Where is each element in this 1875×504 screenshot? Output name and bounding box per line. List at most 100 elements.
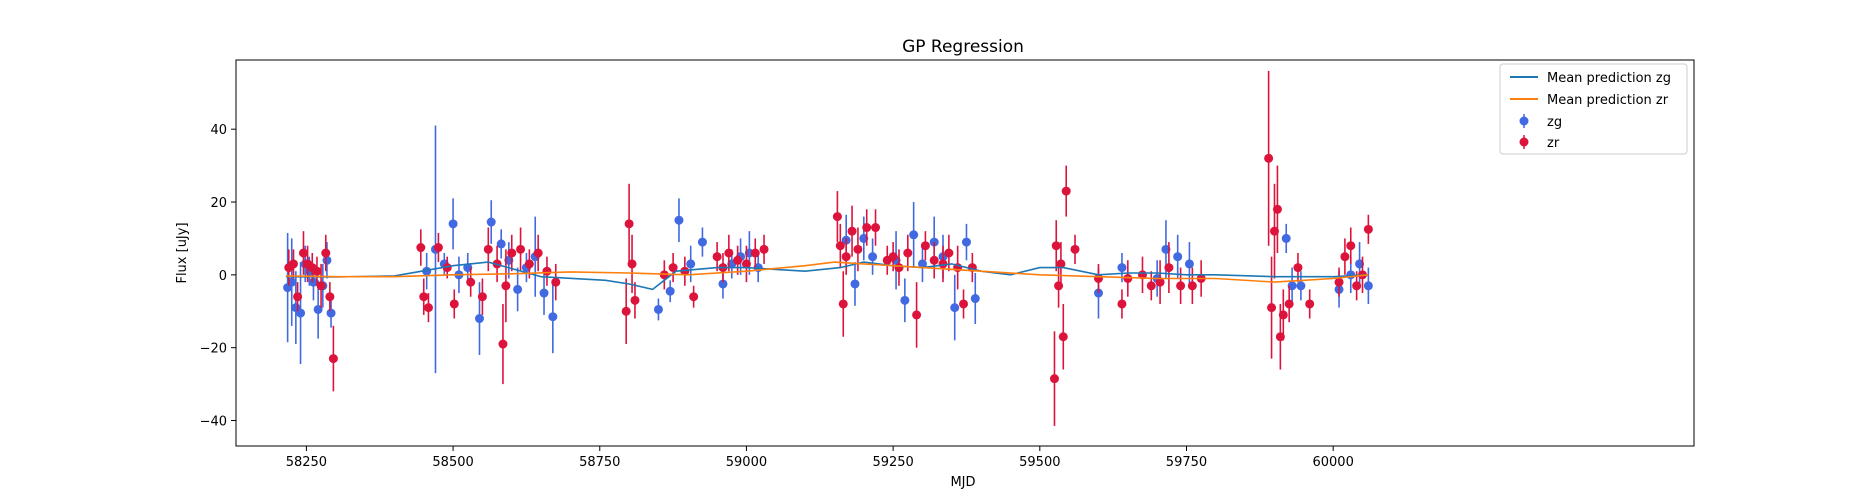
zr-data-point: [312, 266, 322, 276]
mean-prediction-zr-line: [285, 261, 1369, 283]
zr-data-point: [838, 299, 848, 309]
zg-data-point: [1281, 233, 1291, 243]
zr-data-point: [507, 248, 517, 258]
zg-data-point: [970, 294, 980, 304]
x-tick-label: 58500: [432, 455, 473, 470]
zr-data-point: [1054, 281, 1064, 291]
zr-data-point: [483, 244, 493, 254]
zr-data-point: [903, 248, 913, 258]
zg-data-point: [422, 266, 432, 276]
zg-data-point: [950, 303, 960, 313]
x-tick-label: 58250: [286, 455, 327, 470]
zr-data-point: [912, 310, 922, 320]
zr-data-point: [1352, 281, 1362, 291]
zr-data-point: [524, 259, 534, 269]
x-tick-label: 58750: [579, 455, 620, 470]
zr-data-point: [835, 241, 845, 251]
zr-data-point: [1305, 299, 1315, 309]
zg-data-point: [1117, 263, 1127, 273]
legend-label-mean-zg: Mean prediction zg: [1547, 71, 1671, 86]
x-tick-label: 59500: [1019, 455, 1060, 470]
zr-data-point: [325, 292, 335, 302]
y-tick-label: −20: [200, 342, 227, 357]
zr-data-point: [442, 263, 452, 273]
y-tick-label: −40: [200, 415, 227, 430]
zr-data-point: [1051, 241, 1061, 251]
zg-data-point: [665, 286, 675, 296]
zr-data-point: [1123, 273, 1133, 283]
zr-data-point: [871, 223, 881, 233]
zg-data-point: [961, 237, 971, 247]
zg-data-point: [1363, 281, 1373, 291]
zr-data-point: [1049, 374, 1059, 384]
zr-data-point: [929, 255, 939, 265]
zr-data-point: [841, 252, 851, 262]
zr-data-point: [862, 223, 872, 233]
x-tick-label: 59000: [726, 455, 767, 470]
zr-data-point: [533, 248, 543, 258]
zr-data-point: [894, 263, 904, 273]
zg-data-point: [718, 279, 728, 289]
legend-marker-zr: [1519, 137, 1529, 147]
zg-data-point: [486, 217, 496, 227]
zr-data-point: [712, 252, 722, 262]
zr-data-point: [1058, 332, 1068, 342]
zg-data-point: [326, 308, 336, 318]
zr-data-point: [689, 292, 699, 302]
zr-data-point: [328, 354, 338, 364]
zr-data-point: [501, 281, 511, 291]
zr-data-point: [288, 259, 298, 269]
zr-data-point: [1340, 252, 1350, 262]
legend-label-zg: zg: [1547, 115, 1562, 130]
zg-data-point: [697, 237, 707, 247]
zr-data-point: [1187, 281, 1197, 291]
zr-data-point: [630, 295, 640, 305]
zr-data-point: [750, 248, 760, 258]
zr-data-point: [733, 255, 743, 265]
zr-data-point: [759, 244, 769, 254]
zr-data-point: [1363, 224, 1373, 234]
x-tick-label: 59750: [1166, 455, 1207, 470]
legend: Mean prediction zg Mean prediction zr zg…: [1499, 63, 1688, 155]
zg-data-point: [496, 239, 506, 249]
x-axis-label: MJD: [950, 475, 975, 490]
zr-data-point: [321, 248, 331, 258]
zr-data-point: [1264, 153, 1274, 163]
zg-data-point: [1296, 281, 1306, 291]
zr-data-point: [1164, 263, 1174, 273]
zr-data-point: [466, 277, 476, 287]
zr-data-point: [498, 339, 508, 349]
zr-data-point: [419, 292, 429, 302]
legend-box: [1499, 63, 1688, 155]
zr-data-point: [944, 248, 954, 258]
zr-data-point: [668, 263, 678, 273]
zr-data-point: [1056, 259, 1066, 269]
zr-data-point: [1278, 310, 1288, 320]
zg-data-point: [909, 230, 919, 240]
zr-data-point: [433, 243, 443, 253]
zr-data-point: [1155, 277, 1165, 287]
x-tick-label: 60000: [1312, 455, 1353, 470]
legend-marker-zg: [1519, 116, 1529, 126]
zr-series: [284, 70, 1373, 426]
zg-data-point: [548, 312, 558, 322]
zr-data-point: [477, 292, 487, 302]
zg-data-point: [539, 288, 549, 298]
x-axis: 58250 58500 58750 59000 59250 59500 59750 60000: [286, 446, 1354, 470]
zg-data-point: [674, 215, 684, 225]
zg-data-point: [868, 252, 878, 262]
zr-data-point: [1146, 281, 1156, 291]
zr-data-point: [1346, 241, 1356, 251]
zr-data-point: [423, 303, 433, 313]
zr-data-point: [853, 244, 863, 254]
zr-data-point: [1176, 281, 1186, 291]
x-tick-label: 59250: [872, 455, 913, 470]
y-axis: −40 −20 0 20 40: [200, 123, 236, 430]
zg-data-point: [917, 259, 927, 269]
zr-data-point: [1117, 299, 1127, 309]
legend-label-zr: zr: [1547, 136, 1560, 151]
zr-data-point: [551, 277, 561, 287]
zr-data-point: [624, 219, 634, 229]
zr-data-point: [1284, 299, 1294, 309]
